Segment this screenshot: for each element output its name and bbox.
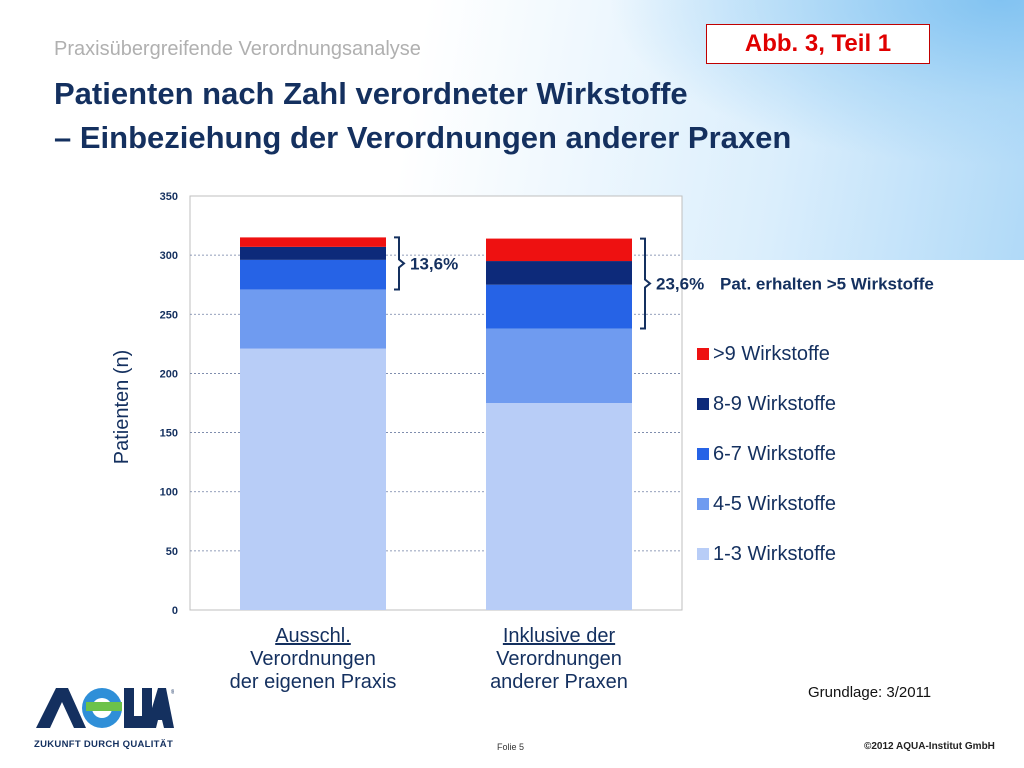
figure-tag: Abb. 3, Teil 1 bbox=[706, 24, 930, 64]
annotation-brace bbox=[640, 237, 652, 330]
annotation-brace bbox=[394, 236, 406, 291]
y-tick-label: 300 bbox=[160, 250, 178, 262]
bar-segment bbox=[486, 238, 632, 262]
title-line-1: Patienten nach Zahl verordneter Wirkstof… bbox=[54, 76, 688, 111]
legend-swatch bbox=[697, 348, 709, 360]
annotation-label: 13,6% bbox=[410, 254, 458, 273]
slide-title: Patienten nach Zahl verordneter Wirkstof… bbox=[54, 72, 791, 160]
logo-slogan: ZUKUNFT DURCH QUALITÄT bbox=[34, 739, 174, 750]
bar-segment bbox=[240, 289, 386, 349]
y-tick-label: 200 bbox=[160, 368, 178, 380]
bar-segment bbox=[486, 284, 632, 329]
slide-number: Folie 5 bbox=[497, 742, 525, 752]
title-line-2: – Einbeziehung der Verordnungen anderer … bbox=[54, 120, 792, 155]
annotation-suffix: Pat. erhalten >5 Wirkstoffe bbox=[720, 275, 934, 294]
logo-registered-mark: ® bbox=[171, 689, 174, 696]
y-tick-label: 50 bbox=[166, 546, 178, 558]
legend-label: 6-7 Wirkstoffe bbox=[713, 443, 836, 465]
legend-label: >9 Wirkstoffe bbox=[713, 343, 830, 365]
bar-segment bbox=[486, 403, 632, 610]
bar-segment bbox=[240, 348, 386, 610]
x-category-label: Verordnungen bbox=[496, 648, 622, 670]
legend-swatch bbox=[697, 398, 709, 410]
y-axis-label: Patienten (n) bbox=[111, 350, 133, 465]
legend-swatch bbox=[697, 548, 709, 560]
legend-swatch bbox=[697, 498, 709, 510]
annotation-label: 23,6% bbox=[656, 275, 704, 294]
x-category-label: der eigenen Praxis bbox=[230, 671, 397, 693]
legend-label: 8-9 Wirkstoffe bbox=[713, 393, 836, 415]
y-tick-label: 150 bbox=[160, 428, 178, 440]
x-category-label: Verordnungen bbox=[250, 648, 376, 670]
aqua-logo-icon: ® bbox=[36, 688, 174, 728]
legend-swatch bbox=[697, 448, 709, 460]
bar-segment bbox=[240, 246, 386, 260]
y-tick-label: 0 bbox=[172, 605, 178, 617]
basis-note: Grundlage: 3/2011 bbox=[808, 684, 932, 701]
bar-segment bbox=[486, 261, 632, 285]
slide-subtitle: Praxisübergreifende Verordnungsanalyse bbox=[54, 38, 421, 60]
copyright: ©2012 AQUA-Institut GmbH bbox=[864, 741, 995, 752]
y-tick-label: 350 bbox=[160, 191, 178, 203]
bar-segment bbox=[240, 237, 386, 247]
legend-label: 1-3 Wirkstoffe bbox=[713, 543, 836, 565]
x-category-label: Ausschl. bbox=[275, 625, 351, 647]
x-category-label: Inklusive der bbox=[503, 625, 616, 647]
bar-segment bbox=[240, 259, 386, 290]
y-tick-label: 250 bbox=[160, 309, 178, 321]
y-tick-label: 100 bbox=[160, 487, 178, 499]
x-category-label: anderer Praxen bbox=[490, 671, 628, 693]
bar-segment bbox=[486, 328, 632, 403]
legend-label: 4-5 Wirkstoffe bbox=[713, 493, 836, 515]
